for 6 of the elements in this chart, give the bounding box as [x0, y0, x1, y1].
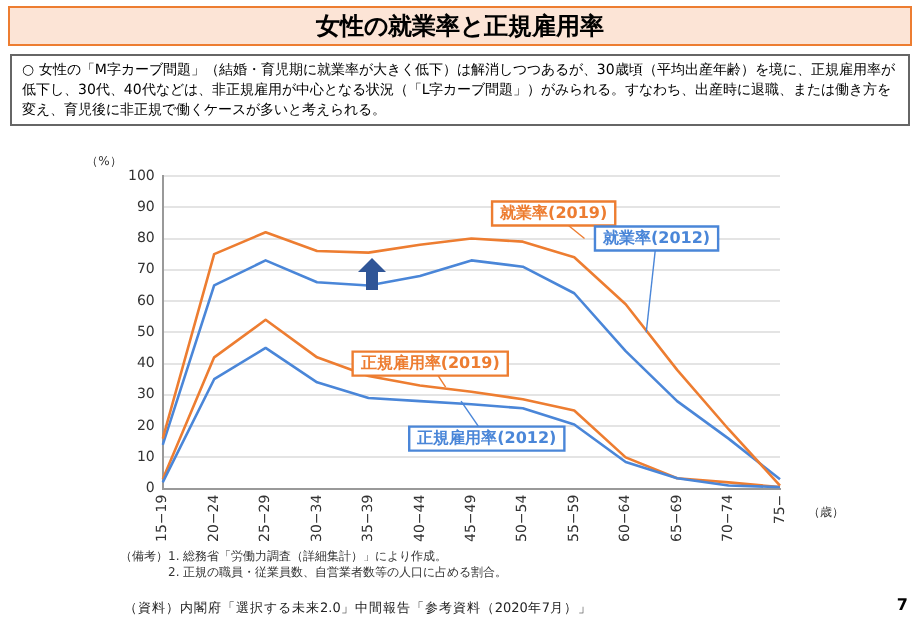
text: 就業率(2012): [600, 226, 711, 247]
series-label: 正規雇用率(2012): [415, 426, 557, 447]
text: 7: [896, 596, 908, 614]
series-label: 就業率(2019): [498, 201, 608, 222]
chart-title: 女性の就業率と正規雇用率: [8, 6, 912, 46]
series-label: 正規雇用率(2019): [358, 351, 500, 372]
